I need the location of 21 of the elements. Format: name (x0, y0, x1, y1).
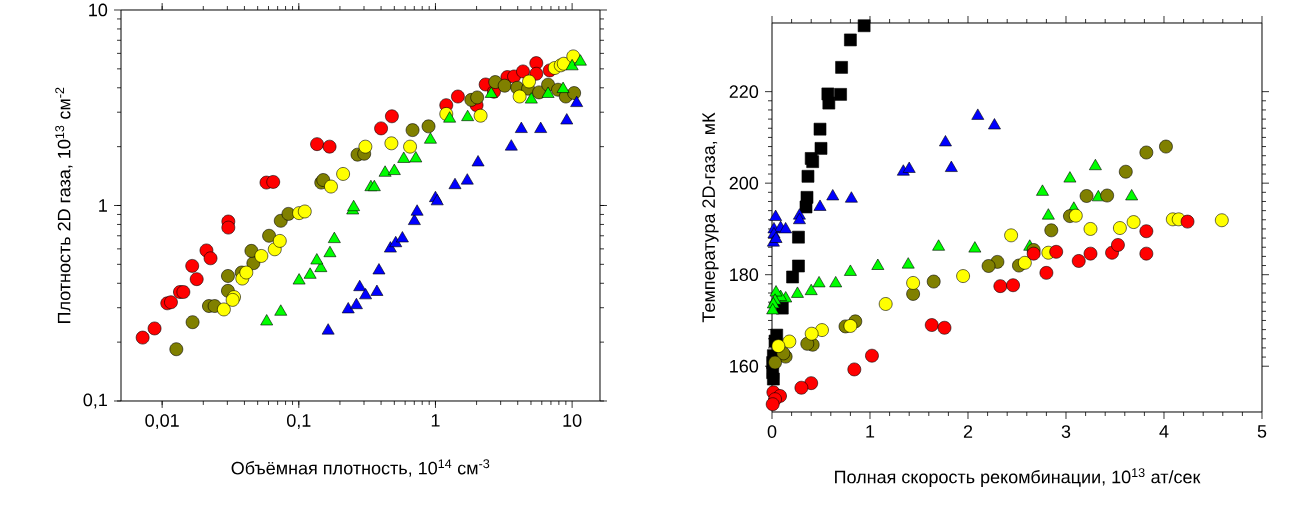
x-tick-label: 2 (963, 425, 973, 438)
y-tick-label: 0,1 (83, 393, 107, 409)
y-axis-title: Температура 2D-газа, мК (702, 112, 719, 323)
x-tick-label: 0,01 (145, 414, 179, 430)
x-tick-label: 1 (866, 425, 875, 438)
x-tick-label: 3 (1061, 425, 1071, 438)
x-axis-title: Полная скорость рекомбинации, 10$^{13}$ ат/сек (835, 468, 1201, 487)
y-tick-label: 180 (730, 268, 759, 282)
x-tick-label: 1 (431, 414, 440, 427)
y-tick-label: 200 (729, 176, 759, 190)
x-tick-label: 4 (1159, 425, 1169, 438)
y-tick-label: 220 (729, 85, 759, 99)
x-tick-label: 10 (563, 414, 582, 427)
y-tick-label: 10 (89, 3, 108, 17)
y-axis-title: Плотность 2D газа, 10$^{13}$ см$^{-2}$ (55, 87, 73, 324)
x-axis-title: Объёмная плотность, 10$^{14}$ см$^{-3}$ (231, 459, 490, 477)
y-tick-label: 1 (99, 199, 107, 212)
y-tick-label: 160 (730, 359, 759, 373)
x-tick-label: 0 (767, 425, 777, 438)
x-tick-label: 0,1 (287, 414, 311, 430)
x-tick-label: 5 (1257, 425, 1267, 438)
